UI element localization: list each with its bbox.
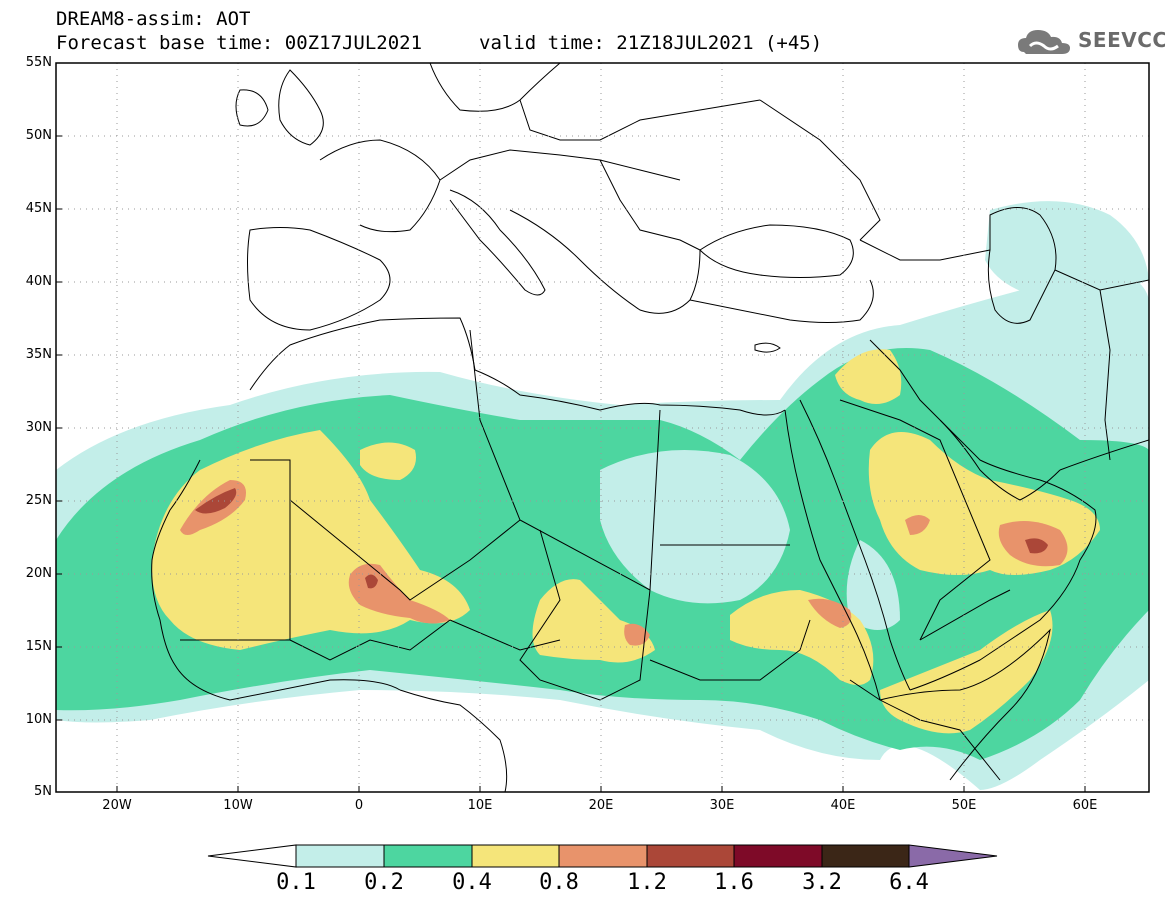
border-sudan bbox=[649, 619, 811, 681]
coast-iberia bbox=[247, 227, 391, 331]
valid-time: valid time: 21Z18JUL2021 (+45) bbox=[479, 32, 823, 54]
border-algeria-south bbox=[289, 499, 521, 601]
coast-france bbox=[319, 139, 441, 233]
axis-ticks bbox=[56, 135, 1086, 792]
colorbar-low-arrow bbox=[207, 844, 297, 868]
coast-black-sea bbox=[699, 224, 854, 278]
aot-level-0.1-north bbox=[985, 201, 1149, 300]
border-russia bbox=[759, 99, 881, 241]
aot-level-0.8-eritrea bbox=[808, 598, 852, 628]
colorbar-label: 1.6 bbox=[714, 870, 754, 895]
lat-label: 15N bbox=[25, 639, 52, 654]
coast-italy bbox=[449, 189, 546, 296]
lon-label: 10W bbox=[223, 798, 253, 813]
colorbar-label: 0.4 bbox=[452, 870, 492, 895]
aot-field bbox=[56, 201, 1149, 790]
border-saudi bbox=[839, 399, 991, 641]
aot-level-0.4-iraq bbox=[835, 349, 902, 404]
coast-ireland bbox=[235, 89, 269, 127]
colorbar-bin-0.4-0.8 bbox=[471, 844, 560, 868]
colorbar-bin-0.2-0.4 bbox=[383, 844, 473, 868]
lat-label: 55N bbox=[25, 55, 52, 70]
aot-level-1.2-mali bbox=[365, 574, 378, 589]
coast-iran bbox=[1059, 439, 1149, 471]
lon-label: 10E bbox=[467, 798, 493, 813]
coast-north-africa bbox=[249, 317, 786, 416]
coast-gulf-guinea bbox=[399, 689, 508, 792]
colorbar-bin-1.2-1.6 bbox=[646, 844, 735, 868]
border-iran-afghan bbox=[1099, 289, 1111, 461]
colorbar-label: 0.2 bbox=[364, 870, 404, 895]
aot-clear-area-2 bbox=[846, 540, 900, 630]
border-maghreb bbox=[180, 459, 291, 641]
border-mali bbox=[289, 619, 451, 661]
lat-label: 25N bbox=[25, 493, 52, 508]
aot-level-0.4-blob1 bbox=[360, 442, 416, 480]
colorbar-bin-1.6-3.2 bbox=[733, 844, 823, 868]
lon-label: 40E bbox=[830, 798, 856, 813]
aot-clear-area bbox=[600, 450, 790, 604]
border-niger bbox=[449, 619, 561, 651]
colorbar-label: 0.8 bbox=[539, 870, 579, 895]
border-yemen-oman bbox=[919, 589, 1011, 641]
border-europe-2 bbox=[519, 99, 761, 141]
graticule bbox=[56, 63, 1149, 792]
lat-label: 20N bbox=[25, 566, 52, 581]
lat-label: 30N bbox=[25, 420, 52, 435]
aot-level-0.8-arabia bbox=[905, 515, 930, 535]
lat-label: 40N bbox=[25, 274, 52, 289]
aot-level-1.2-mauritania bbox=[195, 488, 237, 514]
coast-red-sea-east bbox=[799, 399, 911, 691]
colorbar bbox=[207, 844, 998, 868]
map-title: DREAM8-assim: AOT bbox=[56, 8, 251, 30]
coast-anatolia bbox=[689, 279, 874, 323]
coast-horn bbox=[879, 628, 1051, 781]
lat-label: 10N bbox=[25, 712, 52, 727]
coast-cyprus bbox=[754, 342, 781, 353]
coast-caspian bbox=[987, 207, 1057, 324]
colorbar-bin-3.2-6.4 bbox=[821, 844, 910, 868]
colorbar-label: 0.1 bbox=[276, 870, 316, 895]
colorbar-bin-0.8-1.2 bbox=[558, 844, 648, 868]
lon-label: 0 bbox=[354, 798, 364, 813]
lon-label: 20E bbox=[588, 798, 614, 813]
aot-level-1.2-oman bbox=[1025, 538, 1048, 554]
border-caucasus bbox=[859, 239, 991, 261]
border-europe-3 bbox=[599, 159, 701, 251]
colorbar-label: 1.2 bbox=[627, 870, 667, 895]
lon-label: 30E bbox=[709, 798, 735, 813]
lon-label: 50E bbox=[951, 798, 977, 813]
colorbar-label: 6.4 bbox=[889, 870, 929, 895]
aot-level-0.8-chad bbox=[624, 623, 650, 646]
coast-persian-gulf bbox=[939, 419, 1061, 501]
lat-label: 35N bbox=[25, 347, 52, 362]
colorbar-label: 3.2 bbox=[802, 870, 842, 895]
aot-level-0.4-chad bbox=[532, 579, 655, 663]
colorbar-bin-0.1-0.2 bbox=[295, 844, 385, 868]
logo-text: SEEVCCC bbox=[1078, 28, 1165, 52]
border-europe-1 bbox=[439, 149, 681, 181]
lat-label: 45N bbox=[25, 201, 52, 216]
forecast-base-time: Forecast base time: 00Z17JUL2021 bbox=[56, 32, 423, 54]
coast-britain bbox=[278, 69, 324, 146]
lon-label: 60E bbox=[1072, 798, 1098, 813]
coast-balkans bbox=[509, 209, 701, 314]
coast-red-sea-west bbox=[784, 409, 881, 701]
seevccc-logo: SEEVCCC bbox=[1016, 24, 1165, 60]
colorbar-high-arrow bbox=[908, 844, 998, 868]
coast-west-africa bbox=[151, 459, 401, 701]
coast-scandinavia bbox=[429, 63, 561, 112]
cloud-icon bbox=[1018, 30, 1070, 54]
coast-arabia bbox=[909, 419, 1097, 691]
lon-label: 20W bbox=[102, 798, 132, 813]
lat-label: 5N bbox=[34, 784, 52, 799]
lat-label: 50N bbox=[25, 128, 52, 143]
border-libya bbox=[469, 329, 661, 591]
border-chad bbox=[519, 529, 651, 701]
